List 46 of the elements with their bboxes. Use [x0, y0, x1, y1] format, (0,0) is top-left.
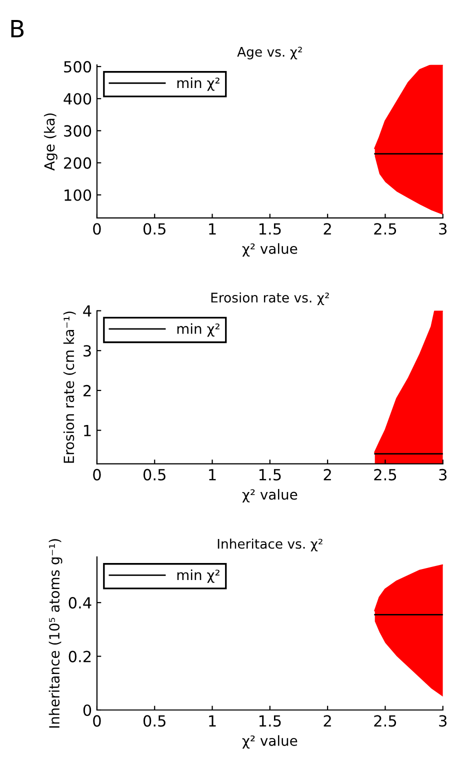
y-tick-label: 0.4	[68, 597, 92, 609]
x-tick-label: 0	[93, 715, 101, 727]
x-tick-label: 1	[209, 223, 216, 234]
y-tick-label: 4	[83, 305, 92, 317]
x-tick-label: 0	[93, 468, 101, 480]
legend-label: min χ²	[177, 323, 220, 337]
x-tick-label: 1.5	[259, 715, 281, 727]
x-tick-label: 0.5	[143, 468, 166, 480]
x-tick-label: 3	[439, 715, 447, 727]
legend-label: min χ²	[177, 77, 220, 91]
x-tick-label: 2	[324, 468, 331, 480]
y-tick-label: 0	[83, 704, 92, 716]
x-axis-title: χ² value	[242, 735, 298, 749]
y-tick-label: 200	[64, 157, 92, 169]
chart-title: Age vs. χ²	[237, 46, 302, 60]
x-tick-label: 2	[324, 715, 331, 726]
x-tick-label: 2	[324, 223, 331, 234]
y-axis-title: Age (ka)	[44, 113, 58, 171]
x-tick-label: 0	[93, 223, 101, 235]
x-tick-label: 2.5	[374, 223, 396, 235]
y-tick-label: 0.2	[68, 650, 91, 662]
x-tick-label: 1.5	[259, 223, 281, 235]
y-tick-label: 3	[84, 345, 91, 357]
y-axis-title: Inheritance (10⁵ atoms g⁻¹)	[48, 539, 62, 728]
y-tick-label: 2	[84, 384, 91, 396]
text: B	[11, 20, 24, 38]
x-tick-label: 3	[439, 468, 447, 480]
x-tick-label: 0.5	[143, 223, 166, 235]
y-tick-label: 400	[64, 93, 92, 105]
y-tick-label: 1	[84, 424, 91, 436]
x-tick-label: 3	[439, 223, 447, 235]
x-tick-label: 0.5	[143, 715, 166, 727]
x-tick-label: 2.5	[374, 715, 396, 727]
x-axis-title: χ² value	[242, 243, 298, 257]
x-axis-title: χ² value	[242, 489, 298, 502]
chart-title: Inheritace vs. χ²	[218, 538, 322, 552]
x-tick-label: 2.5	[374, 468, 396, 480]
x-tick-label: 1	[209, 715, 216, 726]
x-tick-label: 1.5	[259, 469, 281, 480]
y-axis-title: Erosion rate (cm ka⁻¹)	[63, 312, 76, 463]
x-tick-label: 1	[209, 469, 216, 480]
y-tick-label: 500	[64, 61, 92, 73]
legend-label: min χ²	[177, 569, 220, 583]
chart-title: Erosion rate vs. χ²	[211, 292, 329, 306]
y-tick-label: 300	[64, 125, 92, 137]
y-tick-label: 100	[64, 189, 92, 201]
